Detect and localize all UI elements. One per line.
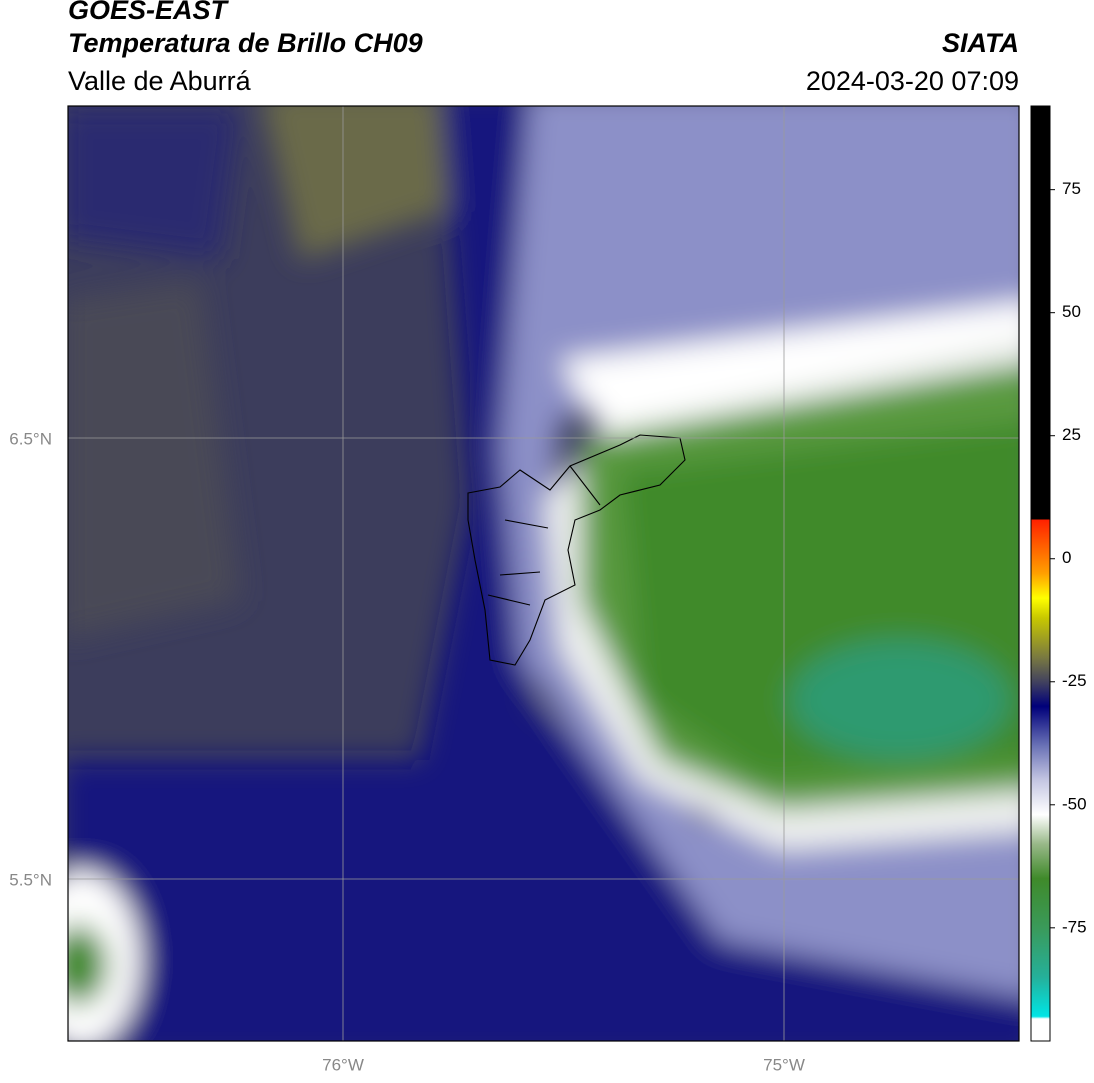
colorbar-tick-label: 75	[1062, 179, 1081, 198]
source: SIATA	[942, 28, 1019, 58]
colorbar-tick-label: 50	[1062, 302, 1081, 321]
lon-label: 76°W	[322, 1055, 364, 1074]
colorbar-tick-label: -50	[1062, 794, 1087, 813]
map-frame	[67, 105, 1020, 1042]
region: Valle de Aburrá	[68, 66, 252, 96]
colorbar-tick-label: -25	[1062, 671, 1087, 690]
colorbar-tick-label: -75	[1062, 917, 1087, 936]
lon-label: 75°W	[763, 1055, 805, 1074]
subtitle: Temperatura de Brillo CH09	[68, 28, 423, 58]
map	[68, 106, 1019, 1041]
lat-label: 6.5°N	[9, 429, 52, 448]
colorbar-tick-label: 25	[1062, 425, 1081, 444]
colorbar-tick-label: 0	[1062, 548, 1071, 567]
datetime: 2024-03-20 07:09	[806, 66, 1019, 96]
title: GOES-EAST	[68, 0, 230, 25]
lat-label: 5.5°N	[9, 870, 52, 889]
colorbar	[1030, 105, 1051, 1042]
